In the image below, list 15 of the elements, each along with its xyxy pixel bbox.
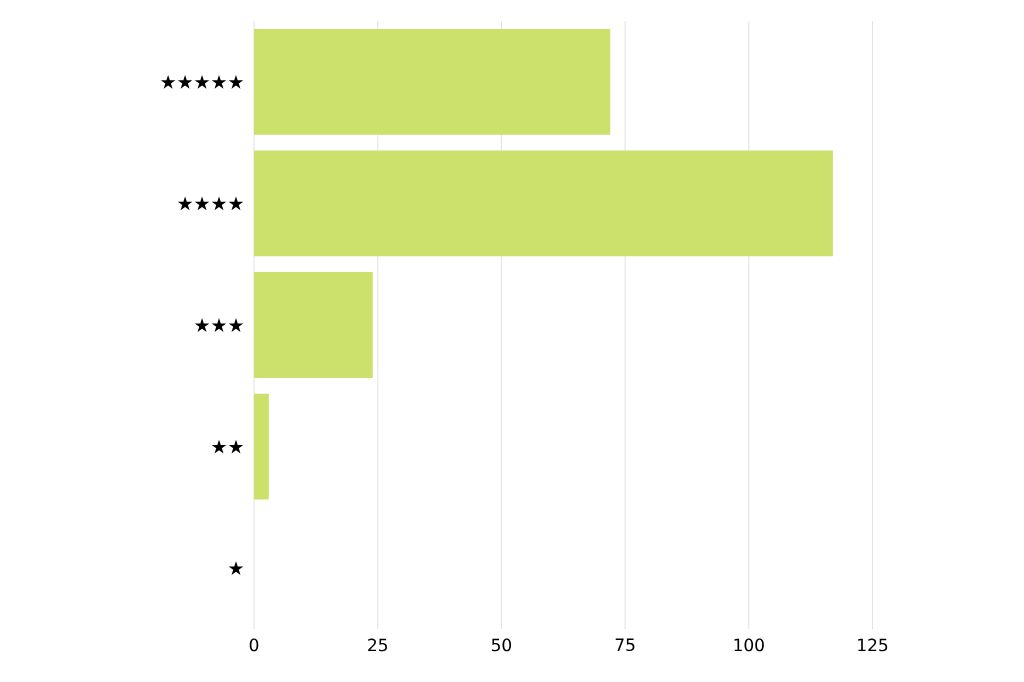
x-tick-label: 100 <box>734 638 764 652</box>
y-tick-label: ★★ <box>211 439 244 454</box>
x-tick-label: 125 <box>858 638 888 652</box>
x-tick-label: 75 <box>615 638 635 652</box>
bar <box>254 28 611 135</box>
x-tick-label: 0 <box>249 638 259 652</box>
bar <box>254 150 833 257</box>
bar <box>254 272 373 378</box>
bar <box>254 393 269 500</box>
y-tick-label: ★★★★★ <box>160 74 244 89</box>
x-tick-label: 50 <box>491 638 512 652</box>
x-tick-label: 25 <box>368 638 387 652</box>
y-tick-label: ★ <box>228 561 244 576</box>
y-tick-label: ★★★ <box>194 318 244 332</box>
y-tick-label: ★★★★ <box>177 196 244 211</box>
